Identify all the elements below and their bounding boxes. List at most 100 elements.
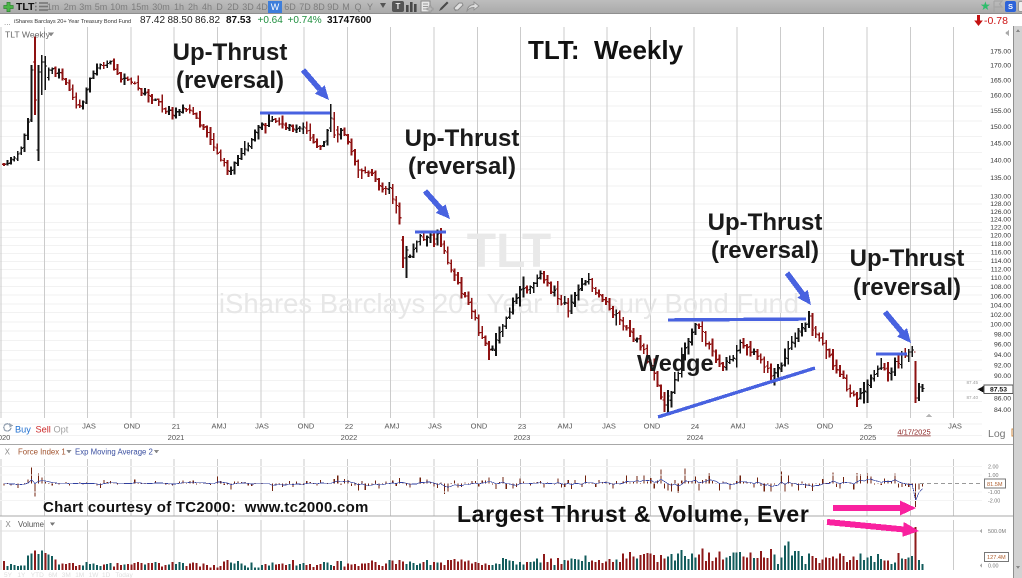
svg-text:TLT: TLT	[467, 225, 551, 278]
svg-text:100.00: 100.00	[990, 322, 1011, 329]
svg-text:-2.00: -2.00	[988, 499, 1000, 505]
svg-text:AMJ: AMJ	[731, 422, 746, 431]
svg-text:1.00: 1.00	[988, 473, 999, 479]
svg-text:4/17/2025: 4/17/2025	[897, 428, 930, 437]
svg-text:127.4M: 127.4M	[987, 555, 1006, 561]
svg-text:JAS: JAS	[428, 422, 442, 431]
svg-text:Wedge: Wedge	[637, 350, 714, 376]
svg-text:92.00: 92.00	[994, 362, 1011, 369]
svg-text:175.00: 175.00	[990, 49, 1011, 56]
svg-text:140.00: 140.00	[990, 158, 1011, 165]
svg-text:126.00: 126.00	[990, 209, 1011, 216]
svg-text:87.40: 87.40	[967, 395, 979, 400]
svg-text:0.00: 0.00	[988, 564, 999, 570]
svg-text:Largest Thrust & Volume, Ever: Largest Thrust & Volume, Ever	[457, 501, 809, 527]
svg-text:94.00: 94.00	[994, 352, 1011, 359]
svg-text:OND: OND	[124, 422, 141, 431]
svg-text:OND: OND	[817, 422, 834, 431]
svg-text:98.00: 98.00	[994, 332, 1011, 339]
svg-text:2022: 2022	[341, 433, 358, 442]
svg-text:(reversal): (reversal)	[853, 274, 961, 301]
svg-text:Log: Log	[988, 428, 1006, 440]
svg-text:2023: 2023	[514, 433, 531, 442]
svg-text:118.00: 118.00	[991, 241, 1012, 248]
svg-text:1W: 1W	[89, 572, 100, 578]
svg-text:21: 21	[172, 422, 180, 431]
svg-text:165.00: 165.00	[990, 77, 1011, 84]
svg-text:87.45: 87.45	[967, 380, 979, 385]
svg-text:2021: 2021	[168, 433, 185, 442]
svg-text:130.00: 130.00	[990, 194, 1011, 201]
svg-text:Up-Thrust: Up-Thrust	[850, 245, 965, 272]
svg-text:24: 24	[691, 422, 699, 431]
svg-text:1Y: 1Y	[17, 572, 26, 578]
svg-text:AMJ: AMJ	[558, 422, 573, 431]
svg-text:JAS: JAS	[948, 422, 962, 431]
svg-text:150.00: 150.00	[990, 124, 1011, 131]
svg-text:5Y: 5Y	[4, 572, 13, 578]
svg-text:Chart courtesy of TC2000: www: Chart courtesy of TC2000: www.tc2000.com	[43, 499, 369, 516]
svg-text:2020: 2020	[0, 433, 10, 442]
svg-text:104.00: 104.00	[990, 303, 1011, 310]
svg-text:YTD: YTD	[31, 572, 44, 578]
svg-text:122.00: 122.00	[990, 225, 1011, 232]
svg-text:Buy: Buy	[15, 425, 31, 435]
svg-text:128.00: 128.00	[990, 201, 1011, 208]
svg-text:TLT Weekly: TLT Weekly	[5, 30, 51, 40]
svg-text:2024: 2024	[687, 433, 704, 442]
svg-text:OND: OND	[298, 422, 315, 431]
svg-text:84.00: 84.00	[994, 407, 1011, 414]
svg-text:Volume: Volume	[18, 520, 44, 529]
svg-text:(reversal): (reversal)	[711, 237, 819, 264]
svg-text:124.00: 124.00	[990, 217, 1011, 224]
svg-text:96.00: 96.00	[994, 342, 1011, 349]
svg-text:Up-Thrust: Up-Thrust	[173, 39, 288, 66]
svg-text:1M: 1M	[75, 572, 84, 578]
svg-text:120.00: 120.00	[990, 233, 1011, 240]
svg-text:108.00: 108.00	[990, 284, 1011, 291]
svg-text:25: 25	[864, 422, 872, 431]
svg-text:3M: 3M	[62, 572, 71, 578]
svg-text:81.5M: 81.5M	[987, 482, 1003, 488]
svg-text:AMJ: AMJ	[212, 422, 227, 431]
svg-text:AMJ: AMJ	[385, 422, 400, 431]
svg-text:(reversal): (reversal)	[408, 153, 516, 180]
svg-text:JAS: JAS	[255, 422, 269, 431]
svg-text:1D: 1D	[102, 572, 111, 578]
svg-text:170.00: 170.00	[990, 63, 1011, 70]
svg-text:Exp Moving Average 2: Exp Moving Average 2	[75, 448, 153, 457]
svg-text:22: 22	[345, 422, 353, 431]
svg-text:6M: 6M	[48, 572, 57, 578]
svg-text:135.00: 135.00	[990, 175, 1011, 182]
svg-text:2.00: 2.00	[988, 465, 999, 471]
svg-text:Force Index 1: Force Index 1	[18, 448, 66, 457]
svg-text:86.00: 86.00	[994, 395, 1011, 402]
svg-text:JAS: JAS	[82, 422, 96, 431]
svg-text:JAS: JAS	[775, 422, 789, 431]
svg-text:Opt: Opt	[54, 425, 69, 435]
svg-text:Up-Thrust: Up-Thrust	[405, 125, 520, 152]
svg-text:102.00: 102.00	[990, 312, 1011, 319]
svg-text:OND: OND	[471, 422, 488, 431]
svg-text:Sell: Sell	[36, 425, 51, 435]
svg-text:110.00: 110.00	[991, 275, 1012, 282]
svg-text:500.0M: 500.0M	[988, 529, 1006, 535]
svg-text:116.00: 116.00	[991, 249, 1012, 256]
svg-text:145.00: 145.00	[990, 140, 1011, 147]
svg-text:87.53: 87.53	[990, 387, 1007, 394]
svg-text:112.00: 112.00	[991, 266, 1012, 273]
svg-text:Today: Today	[115, 572, 133, 578]
svg-text:Up-Thrust: Up-Thrust	[708, 209, 823, 236]
svg-text:X: X	[5, 448, 11, 457]
svg-text:155.00: 155.00	[990, 108, 1011, 115]
svg-text:23: 23	[518, 422, 526, 431]
svg-text:TLT: Weekly: TLT: Weekly	[528, 35, 684, 65]
svg-text:2025: 2025	[860, 433, 877, 442]
svg-text:OND: OND	[644, 422, 661, 431]
svg-text:(reversal): (reversal)	[176, 67, 284, 94]
svg-text:160.00: 160.00	[990, 92, 1011, 99]
svg-text:X: X	[6, 520, 12, 529]
svg-text:-1.00: -1.00	[988, 490, 1000, 496]
svg-text:90.00: 90.00	[994, 373, 1011, 380]
svg-text:106.00: 106.00	[990, 293, 1011, 300]
